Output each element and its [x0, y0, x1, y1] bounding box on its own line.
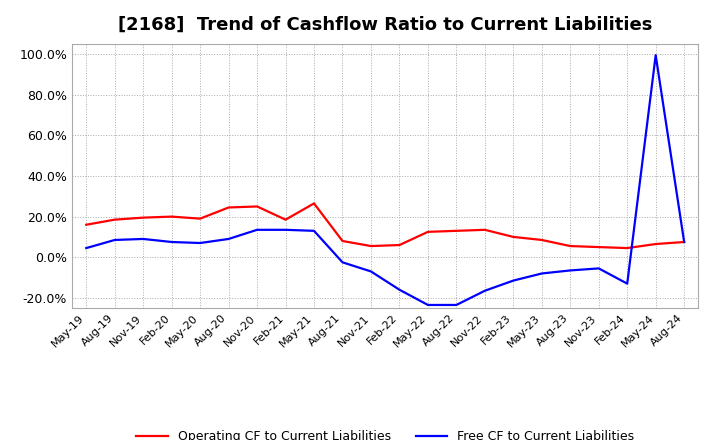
Free CF to Current Liabilities: [680, 239, 688, 245]
Free CF to Current Liabilities: [395, 287, 404, 292]
Legend: Operating CF to Current Liabilities, Free CF to Current Liabilities: Operating CF to Current Liabilities, Fre…: [131, 425, 639, 440]
Free CF to Current Liabilities: [253, 227, 261, 232]
Operating CF to Current Liabilities: [623, 246, 631, 251]
Operating CF to Current Liabilities: [480, 227, 489, 232]
Operating CF to Current Liabilities: [366, 243, 375, 249]
Operating CF to Current Liabilities: [452, 228, 461, 234]
Free CF to Current Liabilities: [282, 227, 290, 232]
Operating CF to Current Liabilities: [253, 204, 261, 209]
Free CF to Current Liabilities: [139, 236, 148, 242]
Free CF to Current Liabilities: [338, 260, 347, 265]
Operating CF to Current Liabilities: [509, 234, 518, 239]
Operating CF to Current Liabilities: [566, 243, 575, 249]
Free CF to Current Liabilities: [480, 288, 489, 293]
Operating CF to Current Liabilities: [310, 201, 318, 206]
Free CF to Current Liabilities: [366, 269, 375, 274]
Operating CF to Current Liabilities: [595, 245, 603, 250]
Free CF to Current Liabilities: [225, 236, 233, 242]
Operating CF to Current Liabilities: [82, 222, 91, 227]
Operating CF to Current Liabilities: [110, 217, 119, 222]
Operating CF to Current Liabilities: [338, 238, 347, 244]
Operating CF to Current Liabilities: [537, 237, 546, 242]
Operating CF to Current Liabilities: [395, 242, 404, 248]
Free CF to Current Liabilities: [82, 246, 91, 251]
Free CF to Current Liabilities: [310, 228, 318, 234]
Operating CF to Current Liabilities: [282, 217, 290, 222]
Operating CF to Current Liabilities: [167, 214, 176, 219]
Line: Operating CF to Current Liabilities: Operating CF to Current Liabilities: [86, 203, 684, 248]
Free CF to Current Liabilities: [566, 268, 575, 273]
Free CF to Current Liabilities: [167, 239, 176, 245]
Line: Free CF to Current Liabilities: Free CF to Current Liabilities: [86, 55, 684, 305]
Free CF to Current Liabilities: [623, 281, 631, 286]
Operating CF to Current Liabilities: [680, 239, 688, 245]
Free CF to Current Liabilities: [452, 302, 461, 308]
Operating CF to Current Liabilities: [423, 229, 432, 235]
Operating CF to Current Liabilities: [196, 216, 204, 221]
Operating CF to Current Liabilities: [139, 215, 148, 220]
Free CF to Current Liabilities: [110, 237, 119, 242]
Title: [2168]  Trend of Cashflow Ratio to Current Liabilities: [2168] Trend of Cashflow Ratio to Curren…: [118, 16, 652, 34]
Free CF to Current Liabilities: [196, 240, 204, 246]
Operating CF to Current Liabilities: [652, 242, 660, 247]
Free CF to Current Liabilities: [652, 52, 660, 58]
Free CF to Current Liabilities: [509, 278, 518, 283]
Operating CF to Current Liabilities: [225, 205, 233, 210]
Free CF to Current Liabilities: [537, 271, 546, 276]
Free CF to Current Liabilities: [423, 302, 432, 308]
Free CF to Current Liabilities: [595, 266, 603, 271]
